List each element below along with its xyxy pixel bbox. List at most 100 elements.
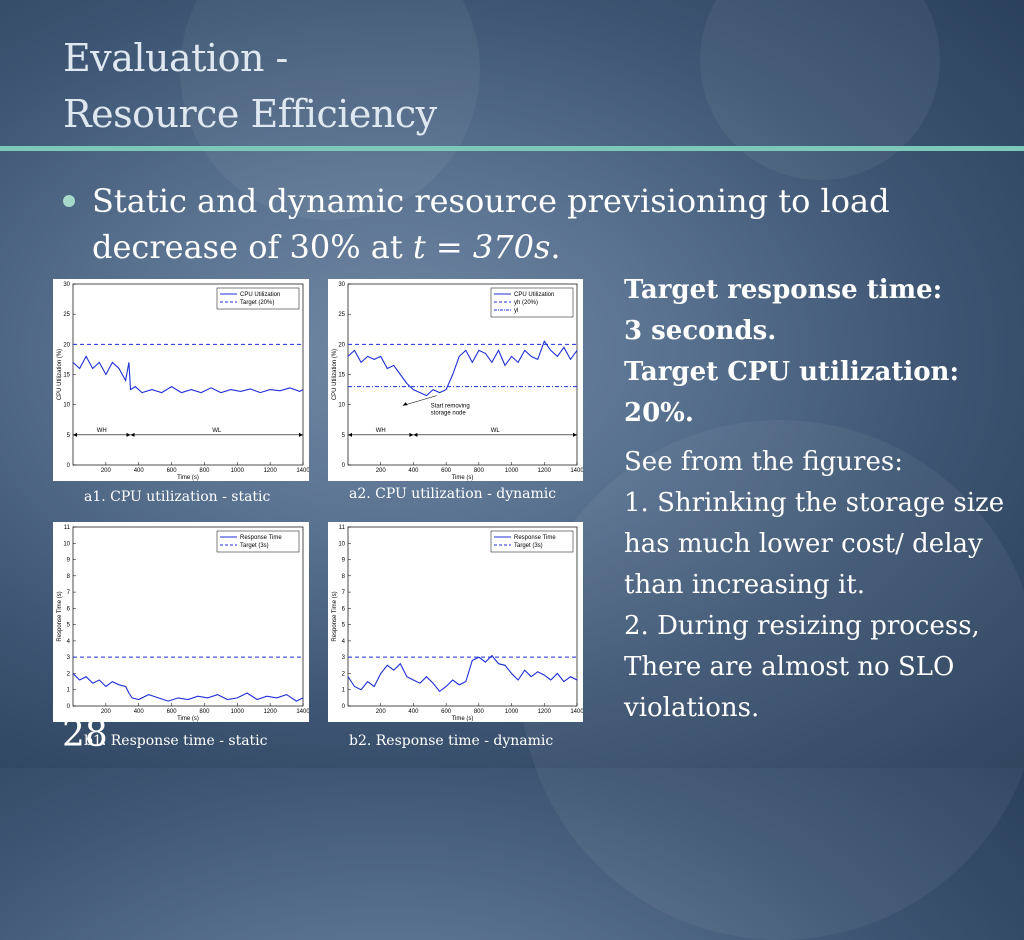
bullet-icon <box>63 195 75 207</box>
y-axis-label: CPU Utilization (%) <box>332 349 338 400</box>
x-tick-label: 400 <box>408 468 419 474</box>
y-tick-label: 7 <box>67 590 71 596</box>
y-axis-label: Response Time (s) <box>57 591 63 641</box>
y-tick-label: 11 <box>64 525 71 531</box>
y-tick-label: 2 <box>67 671 71 677</box>
y-tick-label: 0 <box>342 704 346 710</box>
y-tick-label: 30 <box>338 282 345 288</box>
series-line <box>72 355 304 394</box>
y-tick-label: 6 <box>67 606 71 612</box>
y-axis-label: Response Time (s) <box>332 591 338 641</box>
range-label: WH <box>376 428 386 434</box>
x-tick-label: 1000 <box>231 468 245 474</box>
y-tick-label: 1 <box>342 688 346 694</box>
bullet-text: Static and dynamic resource previsioning… <box>92 178 972 270</box>
y-tick-label: 0 <box>67 704 71 710</box>
slide-title: Evaluation - Resource Efficiency <box>63 30 437 142</box>
chart-a2-svg: 0 5 10 15 20 25 30 200 400 600 800 1000 1200 1400 Time… <box>332 282 583 481</box>
plot-frame <box>347 526 578 707</box>
chart-b1-svg: 0 1 2 3 4 5 6 7 8 9 10 11 200 400 600 800 1000 1200 1400 Ti… <box>57 525 309 722</box>
y-tick-label: 20 <box>63 342 70 348</box>
y-tick-label: 6 <box>342 606 346 612</box>
y-tick-label: 0 <box>67 463 71 469</box>
y-tick-label: 5 <box>342 623 346 629</box>
title-line-1: Evaluation - <box>63 36 288 80</box>
x-tick-label: 1400 <box>296 709 309 715</box>
x-tick-label: 600 <box>167 468 178 474</box>
side-bold-3: Target CPU utilization: <box>624 357 960 387</box>
legend-label: yh (20%) <box>514 300 538 306</box>
x-tick-label: 1200 <box>263 468 277 474</box>
x-tick-label: 1400 <box>296 468 309 474</box>
chart-a1: 0 5 10 15 20 25 30 200 400 600 800 1000 1200 1400 Time… <box>53 279 309 481</box>
x-tick-label: 1200 <box>538 709 552 715</box>
legend-box <box>216 530 300 553</box>
x-tick-label: 200 <box>376 709 387 715</box>
x-tick-label: 1200 <box>538 468 552 474</box>
x-tick-label: 1000 <box>505 468 519 474</box>
y-tick-label: 30 <box>63 282 70 288</box>
range-label: WH <box>97 428 107 434</box>
x-axis-label: Time (s) <box>452 475 474 481</box>
y-tick-label: 1 <box>67 688 71 694</box>
chart-b1: 0 1 2 3 4 5 6 7 8 9 10 11 200 400 600 800 1000 1200 1400 Ti… <box>53 522 309 722</box>
range-label: WL <box>491 428 501 434</box>
y-tick-label: 25 <box>63 312 70 318</box>
legend-label: Response Time <box>240 535 282 541</box>
y-tick-label: 10 <box>63 403 70 409</box>
side-line-1: See from the figures: <box>624 447 903 477</box>
y-tick-label: 3 <box>342 655 346 661</box>
x-tick-label: 800 <box>199 468 210 474</box>
y-tick-label: 8 <box>67 574 71 580</box>
annotation-label: Start removing <box>431 404 470 410</box>
y-tick-label: 25 <box>338 312 345 318</box>
legend-label: CPU Utilization <box>240 292 280 298</box>
legend-box <box>490 530 574 553</box>
x-tick-label: 600 <box>167 709 178 715</box>
plot-frame <box>72 283 304 466</box>
range-label: WL <box>212 428 222 434</box>
x-axis-label: Time (s) <box>452 716 474 722</box>
y-tick-label: 11 <box>339 525 346 531</box>
y-tick-label: 10 <box>63 541 70 547</box>
legend-label: Target (3s) <box>240 543 269 549</box>
side-line-2: 1. Shrinking the storage size has much l… <box>624 488 1005 600</box>
y-tick-label: 4 <box>67 639 71 645</box>
legend-label: yl <box>514 308 518 314</box>
y-tick-label: 4 <box>342 639 346 645</box>
y-tick-label: 5 <box>342 433 346 439</box>
x-axis-label: Time (s) <box>177 475 199 481</box>
y-tick-label: 10 <box>338 541 345 547</box>
y-tick-label: 3 <box>67 655 71 661</box>
y-tick-label: 10 <box>338 403 345 409</box>
series-line <box>347 340 578 397</box>
x-tick-label: 1400 <box>570 709 583 715</box>
annotation-arrow <box>402 395 437 406</box>
y-tick-label: 5 <box>67 623 71 629</box>
y-tick-label: 2 <box>342 671 346 677</box>
x-tick-label: 200 <box>101 468 112 474</box>
caption-b1: b1. Response time - static <box>84 733 268 749</box>
slide-number: 28 <box>62 714 108 755</box>
x-tick-label: 1000 <box>505 709 519 715</box>
side-bold-1: Target response time: <box>624 275 943 305</box>
x-tick-label: 800 <box>474 709 485 715</box>
series-line <box>72 673 304 702</box>
bullet-text-b: . <box>550 228 561 266</box>
x-tick-label: 600 <box>441 709 452 715</box>
x-axis-label: Time (s) <box>177 716 199 722</box>
title-divider <box>0 146 1024 151</box>
x-tick-label: 200 <box>376 468 387 474</box>
y-tick-label: 5 <box>67 433 71 439</box>
caption-a2: a2. CPU utilization - dynamic <box>349 486 557 502</box>
chart-a1-svg: 0 5 10 15 20 25 30 200 400 600 800 1000 1200 1400 Time… <box>57 282 309 481</box>
background-circle <box>700 0 940 180</box>
x-tick-label: 1200 <box>263 709 277 715</box>
y-tick-label: 15 <box>63 373 70 379</box>
annotation-arrow-head <box>402 402 408 406</box>
caption-a1: a1. CPU utilization - static <box>84 489 271 505</box>
chart-b2: 0 1 2 3 4 5 6 7 8 9 10 11 200 400 600 800 1000 1200 1400 Ti… <box>328 522 583 722</box>
y-tick-label: 15 <box>338 373 345 379</box>
annotation-label: storage node <box>431 411 467 417</box>
y-tick-label: 0 <box>342 463 346 469</box>
